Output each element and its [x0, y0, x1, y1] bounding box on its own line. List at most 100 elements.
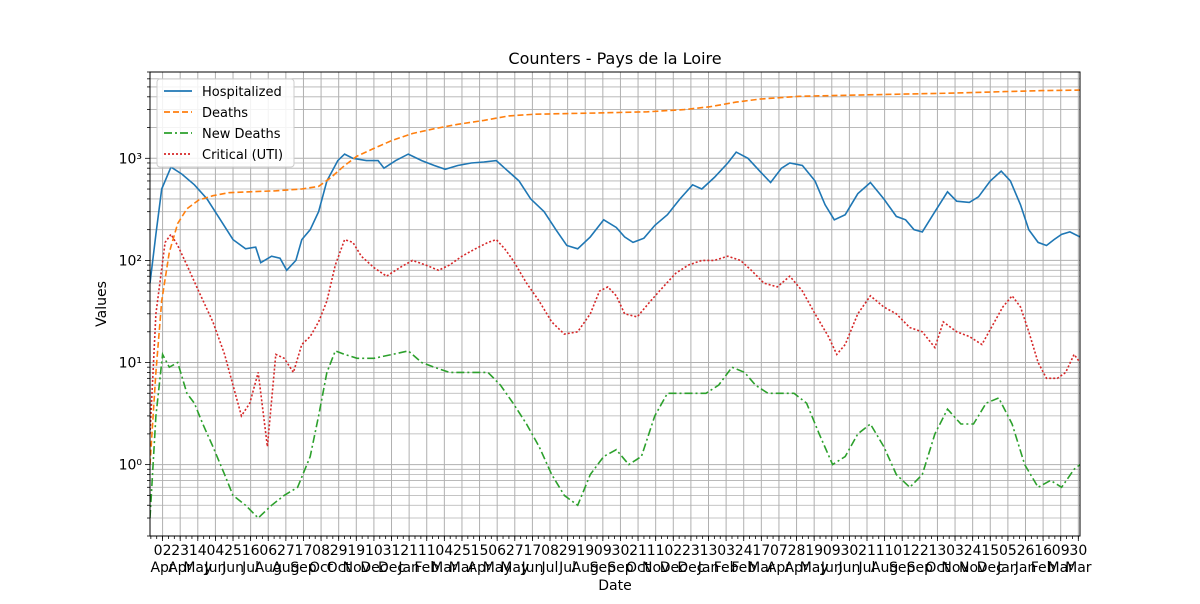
x-tick-month-label: Sep [907, 560, 934, 576]
x-tick-month-label: Jun [820, 560, 843, 576]
x-tick-month-label: Sep [607, 560, 634, 576]
x-tick-month-label: Apr [767, 560, 791, 576]
x-tick-month-label: Oct [327, 560, 352, 576]
x-tick-day-label: 27 [277, 543, 295, 559]
x-tick-month-label: Feb [714, 560, 739, 576]
x-tick-month-label: Aug [572, 560, 599, 576]
y-tick-label: 10¹ [119, 356, 142, 372]
x-tick-month-label: Jan [397, 560, 420, 576]
x-tick-day-label: 09 [594, 543, 612, 559]
chart-title: Counters - Pays de la Loire [508, 49, 721, 68]
x-tick-day-label: 11 [418, 543, 436, 559]
x-tick-day-label: 21 [629, 543, 647, 559]
x-tick-day-label: 25 [453, 543, 471, 559]
x-tick-day-label: 06 [259, 543, 277, 559]
x-tick-month-label: Aug [272, 560, 299, 576]
x-tick-month-label: Jul [241, 560, 259, 576]
series-line-critical-uti [150, 232, 1080, 447]
x-tick-month-label: Apr [467, 560, 491, 576]
x-tick-month-label: Feb [731, 560, 756, 576]
x-tick-day-label: 04 [435, 543, 453, 559]
x-tick-day-label: 29 [330, 543, 348, 559]
x-tick-day-label: 02 [664, 543, 682, 559]
x-tick-month-label: May [183, 560, 212, 576]
x-tick-month-label: Apr [150, 560, 174, 576]
x-tick-month-label: Aug [255, 560, 282, 576]
x-tick-month-label: Dec [378, 560, 405, 576]
x-tick-day-label: 19 [805, 543, 823, 559]
x-tick-month-label: May [500, 560, 529, 576]
series-line-hospitalized [150, 151, 1080, 284]
x-tick-month-label: Sep [889, 560, 916, 576]
legend-label: Hospitalized [202, 85, 282, 100]
grid-layer [150, 71, 1080, 537]
series-layer [150, 89, 1080, 520]
x-tick-day-label: 23 [171, 543, 189, 559]
x-tick-day-label: 24 [964, 543, 982, 559]
x-tick-month-label: Mar [449, 560, 476, 576]
x-tick-day-label: 04 [206, 543, 224, 559]
x-tick-month-label: Aug [871, 560, 898, 576]
x-tick-day-label: 03 [717, 543, 735, 559]
x-tick-day-label: 29 [559, 543, 577, 559]
x-tick-day-label: 17 [752, 543, 770, 559]
y-tick-label: 10³ [119, 151, 142, 167]
x-tick-day-label: 30 [840, 543, 858, 559]
x-tick-day-label: 17 [523, 543, 541, 559]
x-tick-month-label: Sep [590, 560, 617, 576]
x-tick-month-label: Jan [697, 560, 720, 576]
x-tick-month-label: Apr [784, 560, 808, 576]
x-tick-day-label: 05 [999, 543, 1017, 559]
x-tick-day-label: 19 [347, 543, 365, 559]
x-tick-month-label: Mar [431, 560, 458, 576]
x-tick-month-label: Mar [1065, 560, 1092, 576]
x-tick-day-label: 13 [700, 543, 718, 559]
x-tick-day-label: 22 [911, 543, 929, 559]
axis-layer: 10⁰10¹10²10³02Apr23Apr14May04Jun25Jun16J… [119, 71, 1092, 576]
x-tick-day-label: 21 [400, 543, 418, 559]
x-tick-month-label: Oct [309, 560, 334, 576]
x-tick-month-label: Nov [959, 560, 986, 576]
x-tick-month-label: Nov [642, 560, 669, 576]
x-tick-day-label: 10 [365, 543, 383, 559]
x-tick-day-label: 25 [224, 543, 242, 559]
x-tick-day-label: 27 [506, 543, 524, 559]
x-tick-month-label: Jul [541, 560, 559, 576]
x-tick-month-label: Jun [837, 560, 860, 576]
x-tick-month-label: May [483, 560, 512, 576]
x-tick-day-label: 31 [383, 543, 401, 559]
x-tick-day-label: 09 [823, 543, 841, 559]
x-axis-label: Date [598, 578, 631, 594]
x-tick-day-label: 08 [541, 543, 559, 559]
x-tick-day-label: 28 [788, 543, 806, 559]
x-tick-day-label: 08 [312, 543, 330, 559]
x-tick-day-label: 16 [1034, 543, 1052, 559]
x-tick-month-label: Nov [343, 560, 370, 576]
x-tick-month-label: Nov [941, 560, 968, 576]
x-tick-month-label: Jun [520, 560, 543, 576]
x-tick-month-label: Dec [660, 560, 687, 576]
x-tick-day-label: 15 [471, 543, 489, 559]
x-tick-day-label: 30 [1069, 543, 1087, 559]
legend-box [156, 78, 295, 168]
x-tick-month-label: Apr [168, 560, 192, 576]
x-tick-day-label: 24 [735, 543, 753, 559]
x-tick-month-label: Oct [925, 560, 950, 576]
x-tick-day-label: 14 [189, 543, 207, 559]
x-tick-month-label: Dec [677, 560, 704, 576]
x-tick-day-label: 15 [981, 543, 999, 559]
x-tick-month-label: Jun [203, 560, 226, 576]
x-tick-month-label: Oct [626, 560, 651, 576]
x-tick-day-label: 11 [876, 543, 894, 559]
x-tick-day-label: 17 [295, 543, 313, 559]
legend: Hospitalized Deaths New Deaths Critical (UT… [156, 78, 295, 168]
legend-label: Critical (UTI) [202, 148, 283, 163]
x-tick-day-label: 21 [858, 543, 876, 559]
x-tick-month-label: Jul [858, 560, 876, 576]
x-tick-month-label: Feb [414, 560, 439, 576]
x-tick-month-label: Jan [1014, 560, 1037, 576]
x-tick-day-label: 23 [682, 543, 700, 559]
y-tick-label: 10⁰ [119, 458, 143, 474]
